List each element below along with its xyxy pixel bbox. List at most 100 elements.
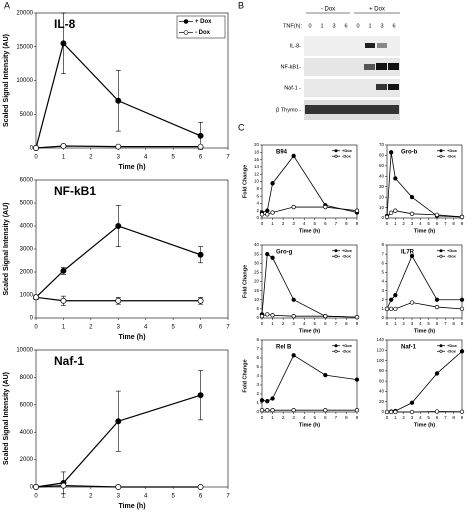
x-tick-label: 6 [324,415,327,420]
marker [434,409,440,414]
x-tick-label: 7 [226,494,230,500]
band [365,43,375,48]
marker [384,214,390,220]
marker [323,204,328,210]
y-tick-label: 60 [379,153,385,158]
marker [197,132,204,139]
legend-marker [183,19,189,24]
x-tick-label: 2 [402,221,405,226]
x-tick-label: 8 [452,321,455,326]
marker [434,371,440,376]
x-tick-label: 7 [444,321,447,326]
x-tick-label: 2 [282,221,285,226]
x-tick-label: 7 [444,221,447,226]
y-tick-label: 35 [254,251,260,256]
y-tick-label: 15000 [16,44,33,50]
x-tick-label: 6 [436,221,439,226]
legend-label: -Dox [342,153,352,158]
legend-marker [334,344,338,348]
y-tick-label: 2000 [20,457,34,463]
marker [389,150,394,155]
legend-marker [334,154,338,158]
y-tick-label: 40 [254,242,260,247]
y-tick-label: 5000 [20,201,34,207]
legend-box [435,148,459,159]
x-tick-label: 5 [171,155,175,161]
marker [291,408,296,413]
x-tick-label: 6 [199,155,203,161]
chart-title: IL-8 [54,17,76,31]
y-tick-label: 0 [256,409,259,414]
y-tick-label: 3000 [20,247,34,253]
marker [270,210,275,215]
marker [409,211,415,216]
marker [115,223,122,229]
x-tick-label: 9 [356,221,359,226]
y-tick-label: 120 [376,347,384,352]
marker [459,297,465,302]
legend-marker [439,344,443,348]
panel-label: B [238,0,244,10]
marker [115,143,122,150]
tnf-label: TNF(h): [283,23,302,29]
blot-strip [304,58,400,76]
series-line [35,485,201,488]
lane: 0 [356,23,359,29]
lane: 1 [368,23,371,29]
dox-label: + Dox [369,7,385,13]
x-axis-label: Time (h) [118,503,145,510]
marker [115,484,122,490]
y-tick-label: 140 [376,337,384,342]
marker [270,313,275,318]
series-line [35,145,201,149]
x-tick-label: 2 [89,155,93,161]
legend-marker [334,149,338,153]
chart: 0 1 2 3 4 5 6 7 8 0 1 2 3 4 5 6 7 8 9 Rel B Time (h) Fold Cha… [242,337,360,428]
y-axis-label: Scaled Signal Intensity (AU) [3,372,10,465]
x-tick-label: 5 [171,325,175,331]
chart: 0 5000 10000 15000 20000 0 1 2 3 4 5 6 7 IL-8 Time (h)… [3,11,230,171]
marker [265,212,270,217]
x-tick-label: 7 [226,155,230,161]
x-tick-label: 7 [335,221,338,226]
chart-title: IL7R [401,250,415,256]
x-tick-label: 3 [117,494,121,500]
x-tick-label: 5 [171,494,175,500]
x-tick-label: 9 [461,321,464,326]
y-tick-label: 70 [379,142,385,147]
legend-label: +Dox [342,148,353,153]
marker [265,251,270,257]
y-axis-label: Fold Change [242,165,248,198]
y-tick-label: 10 [379,205,385,210]
chart: 0 2000 4000 6000 8000 10000 0 1 2 3 4 5 6 7 Naf-1 Time … [3,348,230,510]
y-tick-label: 20 [254,279,260,284]
y-tick-label: 0 [381,315,384,320]
x-tick-label: 8 [345,221,348,226]
y-tick-label: 8 [256,186,259,191]
x-axis-label: Time (h) [299,228,320,234]
marker [60,267,67,274]
y-tick-label: 100 [376,358,384,363]
row-label: β Thymo - [276,107,301,113]
y-tick-label: 6 [381,260,384,265]
band [305,105,399,114]
marker [389,297,394,302]
x-tick-label: 5 [427,321,430,326]
legend-marker [439,349,443,353]
marker [115,297,122,304]
blot: - Dox + Dox TNF(h): 0 1 3 6 0 1 3 6 IL-8… [276,7,400,120]
legend-label: -Dox [342,348,352,353]
y-tick-label: 1 [256,400,259,405]
lane: 1 [320,23,323,29]
x-tick-label: 2 [402,321,405,326]
blot-strip [304,79,400,97]
marker [459,409,465,414]
panel-label: A [4,0,10,10]
series-line [262,206,358,215]
y-tick-label: 10 [254,297,260,302]
y-tick-label: 25 [254,270,260,275]
y-tick-label: 40 [379,173,385,178]
chart: 0 5 10 15 20 25 30 35 40 0 1 2 3 4 5 6 7 8 9 Gro-g Time (h) F… [242,242,360,334]
